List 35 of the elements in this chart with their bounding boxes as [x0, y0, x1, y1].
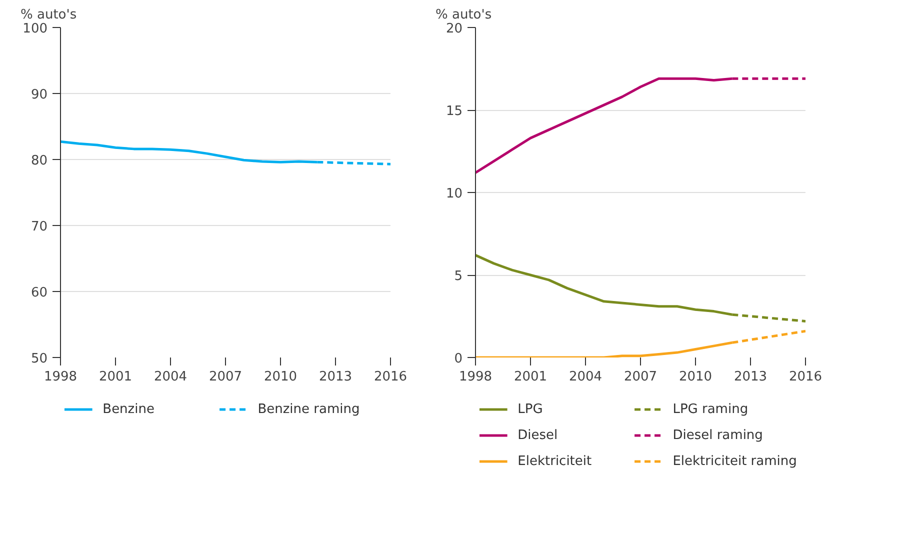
- x-tick-label: 2004: [568, 370, 602, 384]
- legend-label: Elektriciteit: [518, 454, 592, 469]
- legend-label: Benzine: [102, 402, 154, 417]
- legend-label: LPG raming: [672, 402, 748, 417]
- x-tick-label: 2007: [208, 370, 242, 384]
- y-tick-label: 10: [446, 186, 463, 202]
- y-tick-label: 70: [30, 220, 48, 234]
- legend-label: Benzine raming: [258, 402, 360, 417]
- x-tick-label: 2001: [98, 370, 132, 384]
- legend-label: Diesel raming: [672, 428, 763, 443]
- y-tick-label: 5: [454, 269, 463, 284]
- legend-label: LPG: [518, 402, 543, 417]
- legend-label: Diesel: [518, 428, 558, 443]
- x-tick-label: 2013: [734, 370, 768, 384]
- x-tick-label: 1998: [44, 370, 78, 384]
- x-tick-label: 2013: [318, 370, 352, 384]
- x-tick-label: 2010: [264, 370, 298, 384]
- y-axis-title: % auto's: [436, 8, 492, 22]
- x-tick-label: 1998: [458, 370, 492, 384]
- x-tick-label: 2001: [514, 370, 548, 384]
- x-tick-label: 2004: [154, 370, 188, 384]
- y-tick-label: 100: [22, 22, 48, 36]
- legend-label: Elektriciteit raming: [672, 454, 797, 469]
- x-tick-label: 2016: [788, 370, 822, 384]
- x-tick-label: 2016: [374, 370, 408, 384]
- y-tick-label: 50: [30, 352, 48, 366]
- y-tick-label: 15: [446, 104, 463, 119]
- y-tick-label: 90: [30, 88, 48, 102]
- y-tick-label: 80: [30, 154, 48, 168]
- y-tick-label: 20: [446, 22, 463, 36]
- y-tick-label: 60: [30, 286, 48, 300]
- y-axis-title: % auto's: [20, 8, 77, 22]
- x-tick-label: 2007: [624, 370, 658, 384]
- x-tick-label: 2010: [678, 370, 712, 384]
- y-tick-label: 0: [454, 352, 463, 366]
